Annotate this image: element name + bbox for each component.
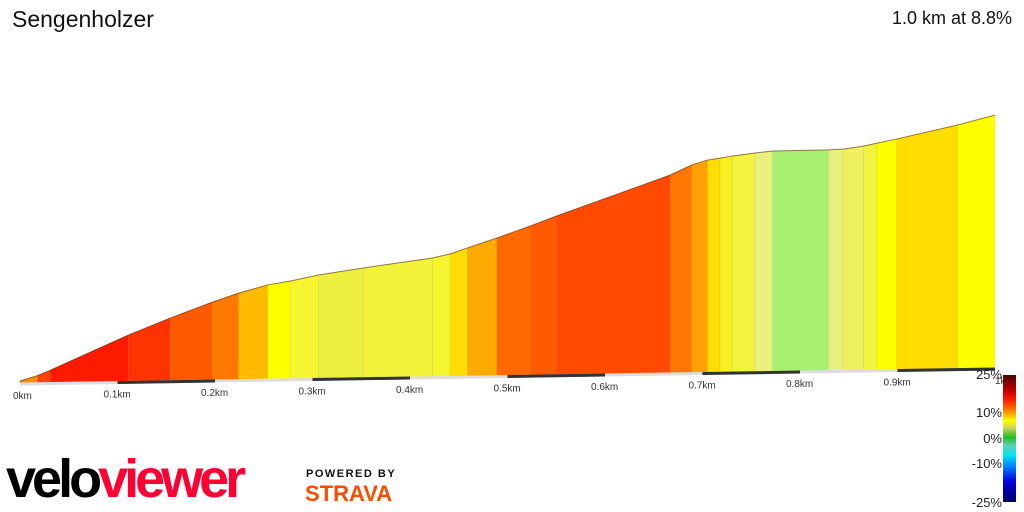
- x-tick-label: 0.6km: [591, 382, 618, 393]
- profile-segment: [211, 292, 239, 381]
- segment-summary: 1.0 km at 8.8%: [891, 8, 1012, 28]
- profile-segment: [719, 155, 734, 373]
- x-tick-label: 0km: [13, 391, 32, 402]
- axis-band: [117, 379, 216, 384]
- veloviewer-logo: veloviewer: [6, 449, 246, 509]
- profile-segment: [896, 124, 959, 370]
- logo-velo: velo: [6, 449, 102, 509]
- x-tick-label: 0.9km: [884, 378, 911, 389]
- profile-segment: [362, 257, 433, 379]
- powered-by-label: POWERED BY: [306, 468, 397, 480]
- profile-segment: [127, 317, 171, 382]
- logo-viewer: viewer: [98, 449, 246, 509]
- profile-segment: [530, 215, 557, 376]
- x-tick-label: 0.7km: [689, 381, 716, 392]
- profile-segment: [49, 334, 129, 383]
- profile-segment: [670, 164, 693, 374]
- profile-segment: [732, 152, 756, 373]
- segment-title: Sengenholzer: [12, 6, 154, 32]
- profile-segment: [842, 145, 864, 371]
- profile-segment: [876, 138, 897, 371]
- profile-segment: [238, 284, 268, 380]
- profile-outline: [19, 114, 996, 382]
- profile-segment: [432, 253, 451, 377]
- profile-segment: [691, 159, 708, 373]
- legend-label: 0%: [983, 431, 1002, 446]
- profile-segment: [707, 157, 721, 373]
- profile-segment: [267, 280, 291, 380]
- legend-label: 25%: [975, 367, 1002, 382]
- x-tick-label: 0.2km: [201, 388, 228, 399]
- axis-band: [312, 376, 411, 381]
- profile-segment: [449, 247, 468, 377]
- x-tick-label: 0.1km: [104, 390, 131, 401]
- legend-label: -10%: [971, 456, 1002, 471]
- profile-segment: [37, 369, 51, 384]
- profile-segment: [754, 150, 774, 372]
- x-tick-label: 0.4km: [396, 385, 423, 396]
- legend-label: -25%: [971, 495, 1002, 510]
- profile-segment: [772, 149, 829, 372]
- profile-segment: [289, 274, 319, 380]
- profile-segment: [467, 237, 498, 377]
- x-tick-label: 0.3km: [299, 387, 326, 398]
- gradient-legend-bar: [1003, 375, 1016, 502]
- x-tick-label: 0.8km: [786, 379, 813, 390]
- profile-segment: [827, 148, 844, 371]
- axis-band: [507, 373, 606, 378]
- x-tick-label: 0.5km: [494, 384, 521, 395]
- legend-label: 10%: [975, 405, 1002, 420]
- profile-segment: [496, 225, 532, 376]
- strava-logo: STRAVA: [305, 481, 393, 506]
- profile-segment: [863, 142, 878, 371]
- axis-band: [897, 367, 996, 372]
- axis-band: [702, 370, 801, 375]
- profile-segment: [957, 114, 996, 369]
- profile-segment: [318, 267, 364, 379]
- profile-segment: [169, 301, 213, 381]
- profile-segment: [555, 174, 671, 376]
